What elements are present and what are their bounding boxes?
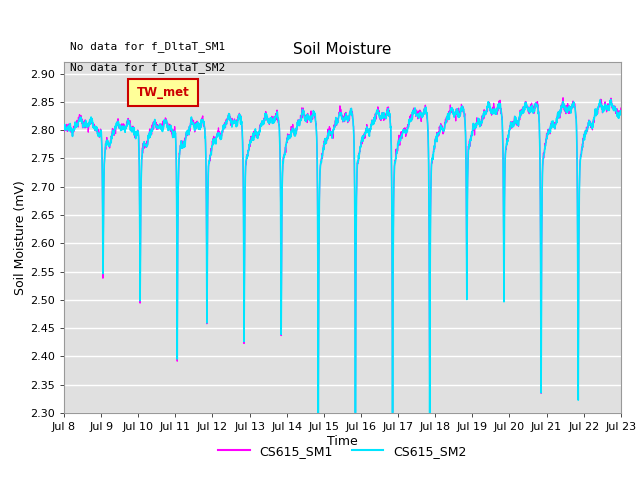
X-axis label: Time: Time <box>327 434 358 448</box>
Y-axis label: Soil Moisture (mV): Soil Moisture (mV) <box>14 180 28 295</box>
Legend: CS615_SM1, CS615_SM2: CS615_SM1, CS615_SM2 <box>213 440 472 463</box>
Text: TW_met: TW_met <box>137 86 189 99</box>
FancyBboxPatch shape <box>128 79 198 106</box>
Text: No data for f_DltaT_SM2: No data for f_DltaT_SM2 <box>70 62 225 73</box>
Title: Soil Moisture: Soil Moisture <box>293 42 392 57</box>
Text: No data for f_DltaT_SM1: No data for f_DltaT_SM1 <box>70 41 225 52</box>
